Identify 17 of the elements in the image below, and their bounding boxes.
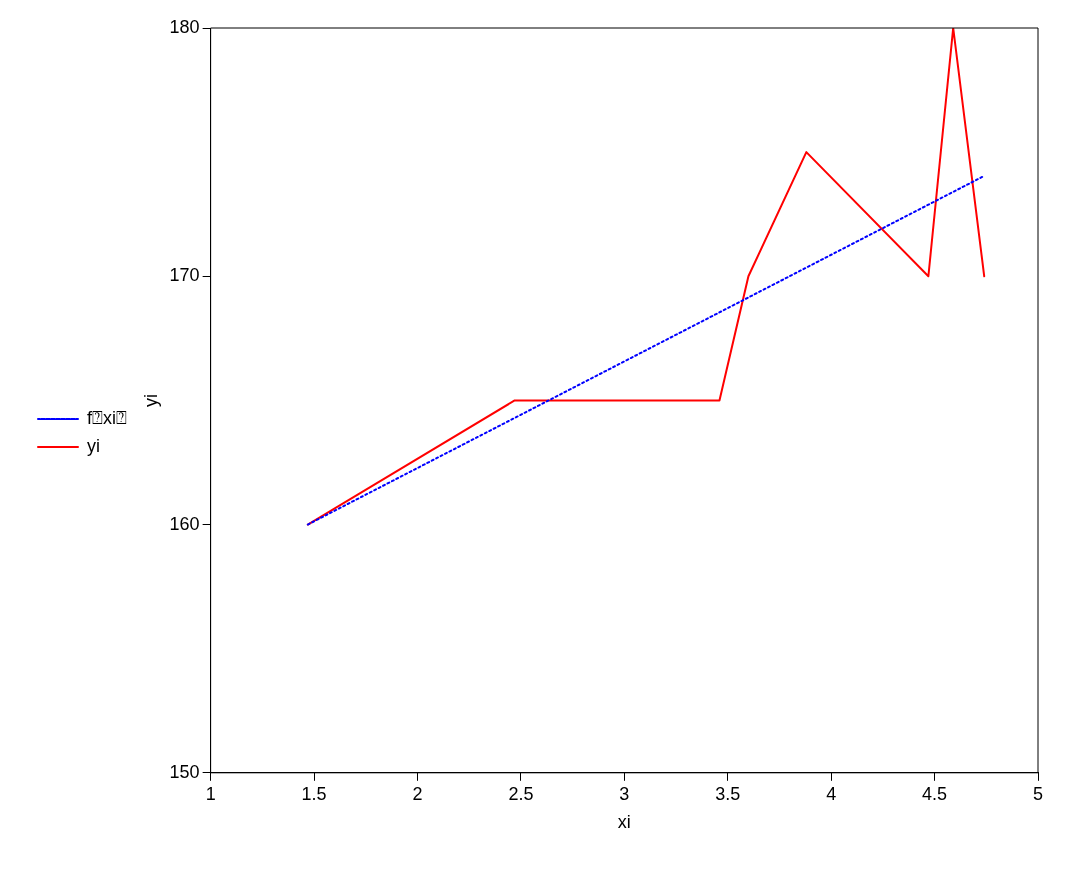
x-tick-label: 1 [205, 783, 216, 804]
x-tick-label: 1.5 [301, 783, 327, 804]
y-tick-label: 160 [169, 513, 200, 534]
x-axis-title: xi [617, 812, 631, 833]
legend-label: yi [87, 435, 100, 456]
y-axis-title: yi [140, 393, 161, 407]
x-tick-label: 3.5 [715, 783, 741, 804]
x-tick-label: 2 [412, 783, 423, 804]
legend-label: f⍰xi⍰ [87, 407, 127, 428]
x-tick-label: 4.5 [922, 783, 948, 804]
x-tick-label: 5 [1032, 783, 1044, 804]
y-tick-label: 170 [169, 265, 200, 286]
x-tick-label: 4 [826, 783, 837, 804]
y-tick-label: 180 [169, 16, 200, 37]
x-tick-label: 3 [619, 783, 630, 804]
y-tick-label: 150 [169, 761, 200, 782]
x-tick-label: 2.5 [508, 783, 534, 804]
